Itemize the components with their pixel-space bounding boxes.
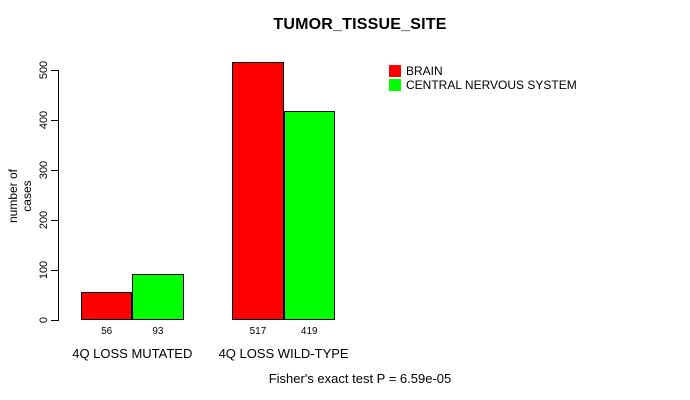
y-tick-mark [50, 69, 58, 71]
y-tick-label: 400 [38, 110, 50, 130]
y-tick-label: 0 [38, 316, 50, 324]
y-tick-label: 200 [38, 210, 50, 230]
bar-brain [81, 292, 133, 320]
bar-value-label: 517 [249, 326, 267, 337]
fisher-test-caption: Fisher's exact test P = 6.59e-05 [268, 371, 452, 386]
legend: BRAIN CENTRAL NERVOUS SYSTEM [389, 64, 577, 92]
bar-value-label: 419 [300, 326, 318, 337]
bar-value-label: 56 [101, 326, 113, 337]
y-tick-mark [50, 119, 58, 121]
chart-title: TUMOR_TISSUE_SITE [273, 16, 447, 33]
y-tick-mark [50, 269, 58, 271]
legend-item: CENTRAL NERVOUS SYSTEM [389, 78, 577, 92]
legend-label: BRAIN [406, 64, 443, 78]
y-axis-line [57, 70, 59, 321]
category-label: 4Q LOSS MUTATED [72, 346, 193, 361]
bar-central-nervous-system [283, 110, 335, 320]
y-tick-mark [50, 219, 58, 221]
category-label: 4Q LOSS WILD-TYPE [218, 346, 349, 361]
legend-swatch-icon [389, 79, 401, 91]
bar-value-label: 93 [152, 326, 164, 337]
bar-brain [232, 61, 284, 320]
bar-central-nervous-system [132, 273, 184, 320]
legend-label: CENTRAL NERVOUS SYSTEM [406, 78, 577, 92]
legend-item: BRAIN [389, 64, 577, 78]
y-axis-label: number of cases [6, 168, 34, 224]
y-tick-mark [50, 169, 58, 171]
y-tick-label: 100 [38, 260, 50, 280]
y-tick-label: 500 [38, 60, 50, 80]
y-tick-label: 300 [38, 160, 50, 180]
legend-swatch-icon [389, 65, 401, 77]
y-tick-mark [50, 319, 58, 321]
